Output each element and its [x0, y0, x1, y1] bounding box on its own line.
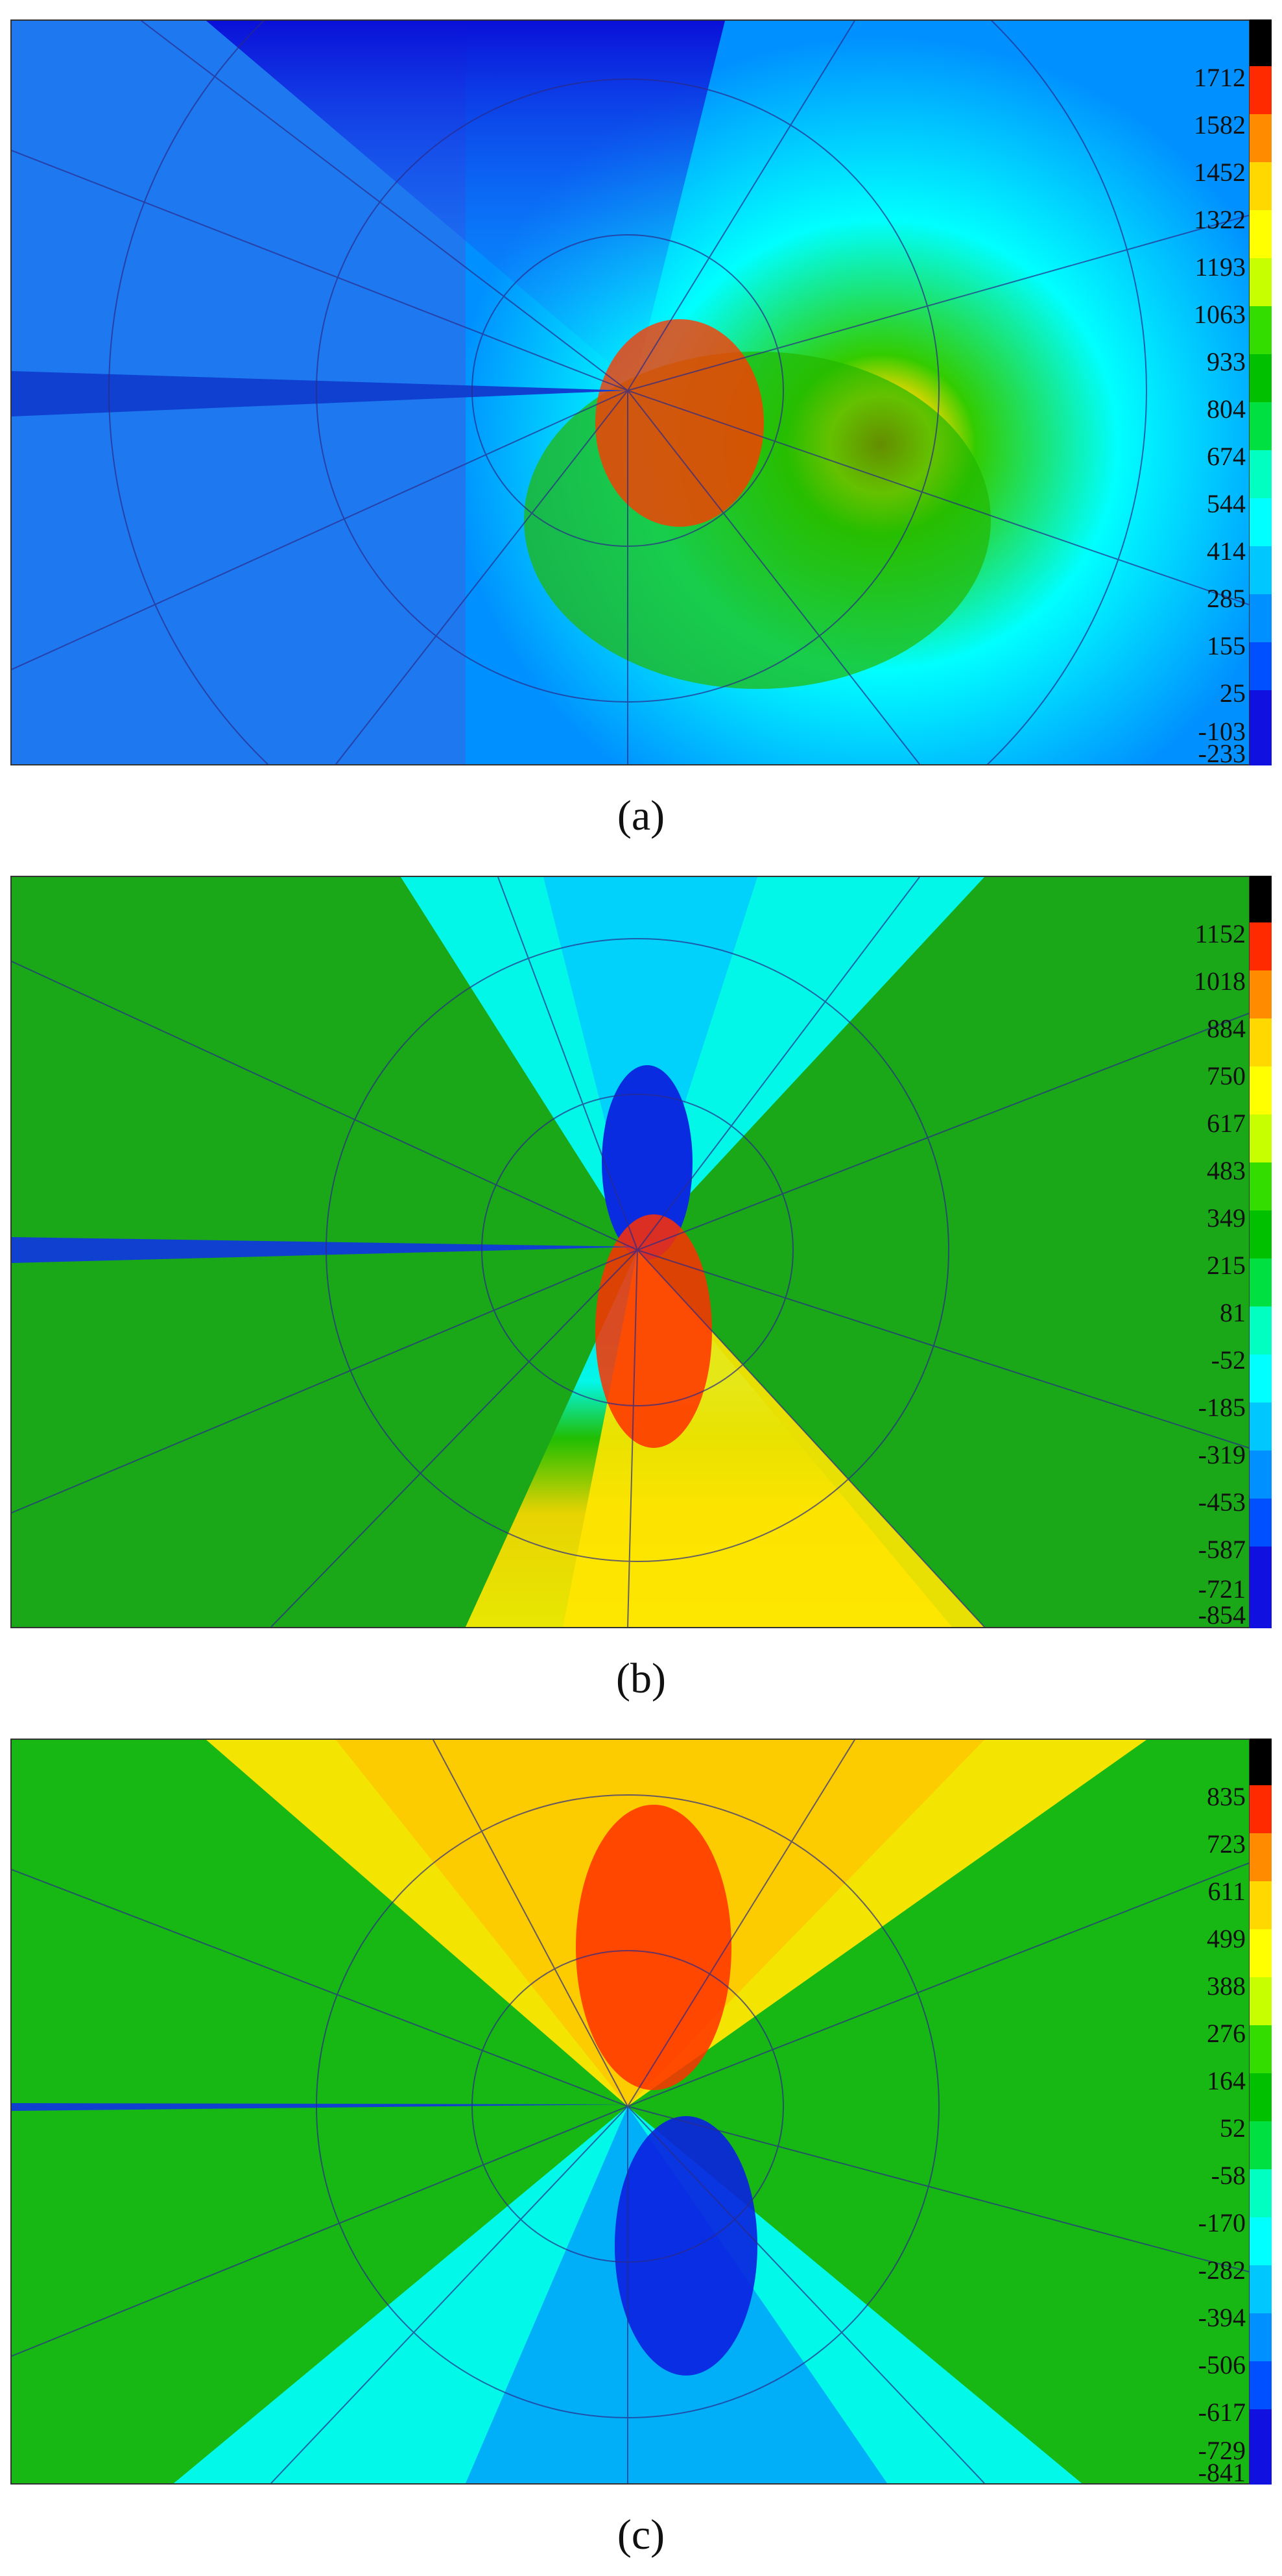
colorbar-tick-c-12: -506: [1198, 2350, 1246, 2379]
colorbar-tick-b-14: -721: [1198, 1574, 1246, 1604]
colorbar-tick-c-9: -170: [1198, 2208, 1246, 2237]
panel-b: 1152 1018 884 750 617 483 349 215 81 -52…: [0, 876, 1282, 1713]
colorbar-tick-b-3: 750: [1207, 1061, 1246, 1090]
colorbar-tick-c-4: 388: [1207, 1971, 1246, 2001]
colorbar-tick-a-4: 1193: [1194, 252, 1246, 282]
colorbar-tick-b-0: 1152: [1194, 919, 1246, 948]
colorbar-tick-c-0: 835: [1207, 1782, 1246, 1811]
colorbar-tick-c-3: 499: [1207, 1924, 1246, 1953]
colorbar-tick-c-10: -282: [1198, 2256, 1246, 2285]
colorbar-tick-c-8: -58: [1211, 2161, 1246, 2190]
colorbar-tick-b-13: -587: [1198, 1535, 1246, 1564]
colorbar-tick-b-2: 884: [1207, 1014, 1246, 1043]
colorbar-tick-a-2: 1452: [1194, 158, 1246, 187]
colorbar-tick-b-4: 617: [1207, 1109, 1246, 1138]
colorbar-tick-b-11: -319: [1198, 1440, 1246, 1469]
colorbar-tick-c-1: 723: [1207, 1829, 1246, 1859]
colorbar-tick-b-6: 349: [1207, 1203, 1246, 1233]
colorbar-tick-c-5: 276: [1207, 2019, 1246, 2048]
contour-field-c: [12, 1740, 1249, 2483]
colorbar-tick-b-12: -453: [1198, 1487, 1246, 1517]
contour-plot-a: [10, 19, 1250, 765]
colorbar-tick-a-5: 1063: [1194, 300, 1246, 329]
colorbar-tick-b-7: 215: [1207, 1251, 1246, 1280]
colorbar-tick-b-1: 1018: [1194, 967, 1246, 996]
colorbar-tick-a-3: 1322: [1194, 205, 1246, 234]
colorbar-swatches-b: [1250, 876, 1272, 1628]
colorbar-tick-a-8: 674: [1207, 442, 1246, 471]
colorbar-tick-b-8: 81: [1220, 1298, 1246, 1327]
colorbar-tick-c-11: -394: [1198, 2303, 1246, 2332]
colorbar-tick-b-5: 483: [1207, 1156, 1246, 1185]
panel-c: 835 723 611 499 388 276 164 52 -58 -170 …: [0, 1739, 1282, 2569]
colorbar-tick-c-7: 52: [1220, 2113, 1246, 2143]
colorbar-tick-b-15: -854: [1198, 1600, 1246, 1630]
colorbar-tick-a-1: 1582: [1194, 110, 1246, 139]
colorbar-tick-a-15: -233: [1198, 739, 1246, 768]
contour-plot-b: [10, 876, 1250, 1628]
panel-a: 1712 1582 1452 1322 1193 1063 933 804 67…: [0, 19, 1282, 850]
colorbar-tick-a-0: 1712: [1194, 63, 1246, 92]
colorbar-tick-c-13: -617: [1198, 2398, 1246, 2427]
colorbar-tick-c-15: -841: [1198, 2458, 1246, 2487]
colorbar-tick-a-10: 414: [1207, 536, 1246, 566]
colorbar-tick-b-10: -185: [1198, 1393, 1246, 1422]
contour-field-b: [12, 877, 1249, 1627]
colorbar-tick-b-9: -52: [1211, 1345, 1246, 1375]
caption-a: (a): [617, 792, 665, 839]
contour-field-a: [12, 21, 1249, 764]
caption-b: (b): [616, 1655, 666, 1702]
colorbar-a: [1250, 19, 1272, 765]
colorbar-c: [1250, 1739, 1272, 2485]
colorbar-swatches-a: [1250, 19, 1272, 765]
colorbar-swatches-c: [1250, 1739, 1272, 2485]
colorbar-tick-a-12: 155: [1207, 631, 1246, 660]
colorbar-tick-a-14: -103: [1198, 717, 1246, 746]
caption-c: (c): [617, 2511, 665, 2558]
colorbar-tick-c-14: -729: [1198, 2436, 1246, 2465]
colorbar-tick-a-9: 544: [1207, 489, 1246, 518]
colorbar-tick-a-6: 933: [1207, 347, 1246, 376]
contour-plot-c: [10, 1739, 1250, 2485]
colorbar-tick-c-2: 611: [1207, 1877, 1246, 1906]
colorbar-tick-a-11: 285: [1207, 584, 1246, 613]
colorbar-tick-a-13: 25: [1220, 679, 1246, 708]
colorbar-b: [1250, 876, 1272, 1628]
colorbar-tick-c-6: 164: [1207, 2066, 1246, 2095]
colorbar-tick-a-7: 804: [1207, 394, 1246, 424]
